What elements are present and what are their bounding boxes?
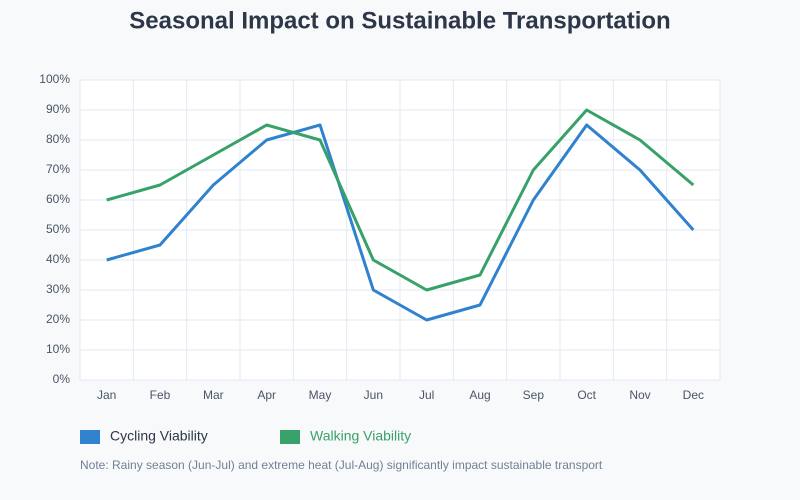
legend-label: Cycling Viability xyxy=(110,428,208,444)
y-tick-label: 90% xyxy=(46,102,70,116)
legend-label: Walking Viability xyxy=(310,428,411,444)
x-tick-label: Oct xyxy=(577,388,596,402)
y-tick-label: 80% xyxy=(46,132,70,146)
y-tick-label: 100% xyxy=(39,72,70,86)
series-line xyxy=(106,108,695,292)
x-tick-label: Apr xyxy=(257,388,276,402)
y-tick-label: 70% xyxy=(46,162,70,176)
y-tick-label: 30% xyxy=(46,282,70,296)
y-tick-label: 0% xyxy=(53,372,71,386)
y-tick-label: 10% xyxy=(46,342,70,356)
y-tick-label: 20% xyxy=(46,312,70,326)
series-line xyxy=(106,123,695,322)
x-tick-label: Jun xyxy=(364,388,383,402)
x-tick-label: Feb xyxy=(150,388,171,402)
x-tick-label: Jan xyxy=(97,388,116,402)
x-tick-label: Sep xyxy=(523,388,545,402)
x-tick-label: Jul xyxy=(419,388,434,402)
x-tick-label: Aug xyxy=(469,388,490,402)
x-tick-label: May xyxy=(309,388,332,402)
y-tick-label: 60% xyxy=(46,192,70,206)
legend-swatch xyxy=(80,430,100,444)
y-tick-label: 40% xyxy=(46,252,70,266)
x-tick-label: Dec xyxy=(683,388,704,402)
note: Note: Rainy season (Jun-Jul) and extreme… xyxy=(80,458,603,472)
y-tick-label: 50% xyxy=(46,222,70,236)
chart-title: Seasonal Impact on Sustainable Transport… xyxy=(129,7,670,34)
x-tick-label: Mar xyxy=(203,388,224,402)
legend-swatch xyxy=(280,430,300,444)
x-tick-label: Nov xyxy=(629,388,650,402)
